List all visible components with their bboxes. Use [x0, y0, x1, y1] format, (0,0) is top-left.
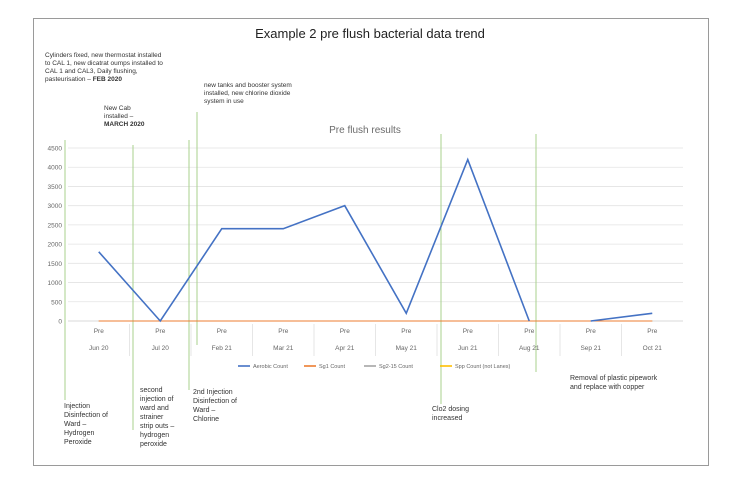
- note-injection-hydrogen: Injection Disinfection of Ward – Hydroge…: [64, 403, 108, 446]
- series-line: [98, 157, 530, 323]
- x-tick-label: Mar 21: [273, 345, 294, 352]
- x-tick-label: Jul 20: [152, 345, 170, 352]
- y-tick-label: 2500: [48, 222, 63, 229]
- x-tick-prefix: Pre: [94, 328, 105, 335]
- y-tick-label: 2000: [48, 242, 63, 249]
- note-march-2020: New Cab installed – MARCH 2020: [104, 105, 145, 128]
- x-tick-label: Oct 21: [643, 345, 663, 352]
- x-tick-label: Feb 21: [212, 345, 233, 352]
- x-tick-prefix: Pre: [647, 328, 658, 335]
- note-chlorine-injection: 2nd Injection Disinfection of Ward – Chl…: [193, 389, 237, 423]
- x-tick-prefix: Pre: [155, 328, 166, 335]
- x-tick-label: Jun 21: [458, 345, 478, 352]
- series-lines: [98, 157, 653, 323]
- legend: Aerobic Count Sg1 Count Sg2-15 Count Spp Co…: [238, 364, 511, 370]
- note-clo2-dosing: Clo2 dosing increased: [432, 406, 469, 422]
- legend-label: Spp Count (not Lanes): [455, 364, 511, 370]
- legend-label: Aerobic Count: [253, 364, 288, 370]
- y-tick-label: 4500: [48, 146, 63, 153]
- y-tick-label: 3500: [48, 184, 63, 191]
- note-copper-pipework: Removal of plastic pipework and replace …: [570, 375, 658, 391]
- y-tick-label: 500: [51, 299, 62, 306]
- y-tick-label: 3000: [48, 203, 63, 210]
- x-tick-label: Sep 21: [580, 345, 601, 352]
- note-second-injection: second injection of ward and strainer st…: [140, 387, 175, 448]
- y-tick-label: 1000: [48, 280, 63, 287]
- x-tick-prefix: Pre: [401, 328, 412, 335]
- y-tick-label: 0: [58, 319, 62, 326]
- event-markers: [64, 112, 537, 430]
- x-tick-prefix: Pre: [340, 328, 351, 335]
- y-tick-label: 1500: [48, 261, 63, 268]
- x-tick-prefix: Pre: [524, 328, 535, 335]
- x-tick-prefix: Pre: [278, 328, 289, 335]
- note-new-tanks: new tanks and booster system installed, …: [204, 82, 292, 105]
- chart-title: Pre flush results: [329, 125, 401, 136]
- x-tick-prefix: Pre: [586, 328, 597, 335]
- grid-lines: [68, 147, 683, 322]
- note-feb-2020: Cylinders fixed, new thermostat installe…: [45, 52, 163, 83]
- legend-label: Sg2-15 Count: [379, 364, 413, 370]
- page-title: Example 2 pre flush bacterial data trend: [255, 26, 485, 41]
- y-tick-label: 4000: [48, 165, 63, 172]
- series-line-tail: [590, 312, 653, 322]
- x-tick-label: Aug 21: [519, 345, 540, 352]
- x-tick-label: May 21: [396, 345, 418, 352]
- x-axis-ticks: Pre Jun 20 Pre Jul 20 Pre Feb 21 Pre Mar 21 Pre A…: [89, 324, 662, 356]
- x-tick-prefix: Pre: [217, 328, 228, 335]
- legend-label: Sg1 Count: [319, 364, 345, 370]
- chart-frame: [33, 18, 709, 466]
- y-axis-ticks: 0 500 1000 1500 2000 2500 3000 3500 4000 4500: [48, 146, 63, 326]
- x-tick-label: Jun 20: [89, 345, 109, 352]
- x-tick-label: Apr 21: [335, 345, 355, 352]
- x-tick-prefix: Pre: [463, 328, 474, 335]
